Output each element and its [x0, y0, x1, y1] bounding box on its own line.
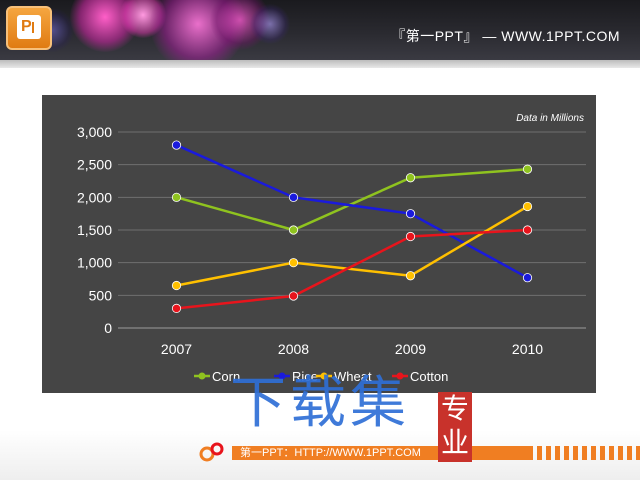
- data-point-corn: [288, 225, 299, 235]
- data-point-rice: [288, 192, 299, 202]
- chart-gridlines: [118, 131, 586, 329]
- data-point-cotton: [288, 291, 299, 301]
- y-axis: 0 500 1,000 1,500 2,000 2,500 3,000: [77, 124, 112, 336]
- chart-series: [171, 140, 533, 313]
- data-point-wheat: [405, 271, 416, 281]
- chart-legend: Corn Rice Wheat Cotton: [194, 369, 448, 384]
- y-tick-label: 0: [104, 320, 112, 336]
- legend-marker-corn: [198, 372, 206, 380]
- legend-label-wheat: Wheat: [334, 369, 372, 384]
- watermark-seal: 专业: [438, 392, 472, 462]
- data-point-corn: [171, 192, 182, 202]
- x-tick-label: 2007: [161, 341, 192, 357]
- powerpoint-logo-icon: P: [6, 6, 52, 50]
- footer-stripes: [528, 446, 640, 460]
- data-point-corn: [405, 173, 416, 183]
- y-tick-label: 500: [89, 287, 113, 303]
- data-point-wheat: [171, 280, 182, 291]
- legend-marker-rice: [278, 372, 286, 380]
- y-tick-label: 1,000: [77, 255, 112, 271]
- header-banner: P 『第一PPT』 — WWW.1PPT.COM: [0, 0, 640, 60]
- series-line-rice: [175, 143, 529, 279]
- y-tick-label: 2,500: [77, 157, 112, 173]
- x-tick-label: 2008: [278, 341, 309, 357]
- banner-divider: [0, 60, 640, 68]
- data-point-cotton: [171, 303, 182, 313]
- y-tick-label: 1,500: [77, 222, 112, 238]
- y-tick-label: 3,000: [77, 124, 112, 140]
- data-point-cotton: [405, 231, 416, 242]
- chart-panel: 0 500 1,000 1,500 2,000 2,500 3,000 2007 2008 20…: [42, 95, 596, 393]
- legend-label-cotton: Cotton: [410, 369, 448, 384]
- data-point-wheat: [288, 258, 299, 268]
- legend-label-rice: Rice: [292, 369, 318, 384]
- legend-marker-wheat: [320, 372, 328, 380]
- site-title: 『第一PPT』 — WWW.1PPT.COM: [391, 28, 620, 44]
- data-point-rice: [405, 209, 416, 219]
- data-point-wheat: [522, 201, 533, 212]
- data-point-rice: [522, 273, 533, 283]
- footer-url[interactable]: 第一PPT：HTTP://WWW.1PPT.COM: [240, 447, 421, 459]
- data-point-corn: [522, 164, 533, 174]
- data-point-cotton: [522, 225, 533, 235]
- x-tick-label: 2010: [512, 341, 543, 357]
- data-point-rice: [171, 140, 182, 150]
- series-line-cotton: [176, 228, 528, 310]
- watermark-text: 下载集: [230, 371, 410, 436]
- series-line-corn: [176, 167, 528, 232]
- x-tick-label: 2009: [395, 341, 426, 357]
- data-unit-annotation: Data in Millions: [516, 113, 584, 124]
- footer-link-icon: [199, 442, 224, 462]
- x-axis: 2007 2008 2009 2010: [161, 341, 543, 357]
- legend-marker-cotton: [396, 372, 404, 380]
- y-tick-label: 2,000: [77, 189, 112, 205]
- legend-label-corn: Corn: [212, 369, 240, 384]
- series-line-wheat: [176, 205, 529, 287]
